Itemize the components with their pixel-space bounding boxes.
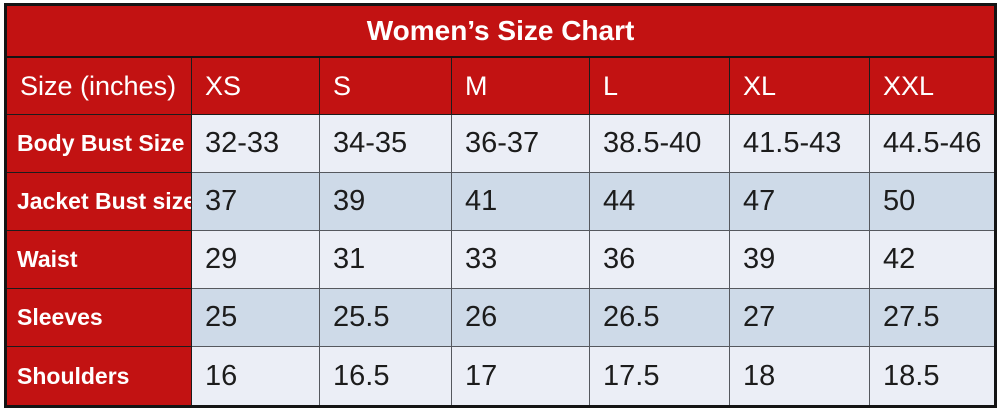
column-header-xl: XL (729, 56, 870, 115)
table-cell: 39 (729, 230, 870, 290)
table-cell: 34-35 (319, 113, 452, 174)
table-cell: 16 (191, 346, 320, 407)
table-cell: 36-37 (451, 113, 590, 174)
table-cell: 44.5-46 (868, 113, 997, 174)
table-cell: 18 (729, 346, 870, 407)
table-cell: 25 (191, 288, 320, 348)
table-cell: 27 (729, 288, 870, 348)
table-cell: 39 (319, 172, 452, 232)
table-row-waist: Waist 29 31 33 36 39 42 (5, 230, 997, 290)
column-header-s: S (319, 56, 452, 115)
table-row-body-bust: Body Bust Size 32-33 34-35 36-37 38.5-40… (5, 113, 997, 174)
table-cell: 17 (451, 346, 590, 407)
row-label-body-bust-size: Body Bust Size (5, 113, 192, 174)
table-cell: 17.5 (589, 346, 730, 407)
table-cell: 41 (451, 172, 590, 232)
table-row-sleeves: Sleeves 25 25.5 26 26.5 27 27.5 (5, 288, 997, 348)
table-cell: 38.5-40 (589, 113, 730, 174)
table-cell: 44 (589, 172, 730, 232)
table-cell: 37 (191, 172, 320, 232)
table-cell: 29 (191, 230, 320, 290)
header-row: Size (inches) XS S M L XL XXL (5, 56, 997, 115)
row-label-jacket-bust-size: Jacket Bust size (5, 172, 192, 232)
table-cell: 18.5 (868, 346, 997, 407)
table-cell: 27.5 (868, 288, 997, 348)
column-header-size-inches: Size (inches) (5, 56, 192, 115)
column-header-xxl: XXL (868, 56, 997, 115)
table-row-jacket-bust: Jacket Bust size 37 39 41 44 47 50 (5, 172, 997, 232)
table-cell: 26 (451, 288, 590, 348)
table-cell: 33 (451, 230, 590, 290)
table-cell: 36 (589, 230, 730, 290)
table-cell: 42 (868, 230, 997, 290)
table-cell: 25.5 (319, 288, 452, 348)
table-row-shoulders: Shoulders 16 16.5 17 17.5 18 18.5 (5, 346, 997, 407)
table-cell: 32-33 (191, 113, 320, 174)
chart-title: Women’s Size Chart (4, 4, 997, 58)
row-label-shoulders: Shoulders (5, 346, 192, 407)
column-header-m: M (451, 56, 590, 115)
column-header-l: L (589, 56, 730, 115)
table-cell: 50 (868, 172, 997, 232)
table-cell: 47 (729, 172, 870, 232)
row-label-sleeves: Sleeves (5, 288, 192, 348)
table-cell: 31 (319, 230, 452, 290)
table-cell: 41.5-43 (729, 113, 870, 174)
size-chart: Women’s Size Chart Size (inches) XS S M … (4, 3, 998, 408)
title-row: Women’s Size Chart (4, 4, 997, 58)
row-label-waist: Waist (5, 230, 192, 290)
table-cell: 26.5 (589, 288, 730, 348)
column-header-xs: XS (191, 56, 320, 115)
table-cell: 16.5 (319, 346, 452, 407)
size-chart-table: Women’s Size Chart Size (inches) XS S M … (4, 3, 998, 408)
